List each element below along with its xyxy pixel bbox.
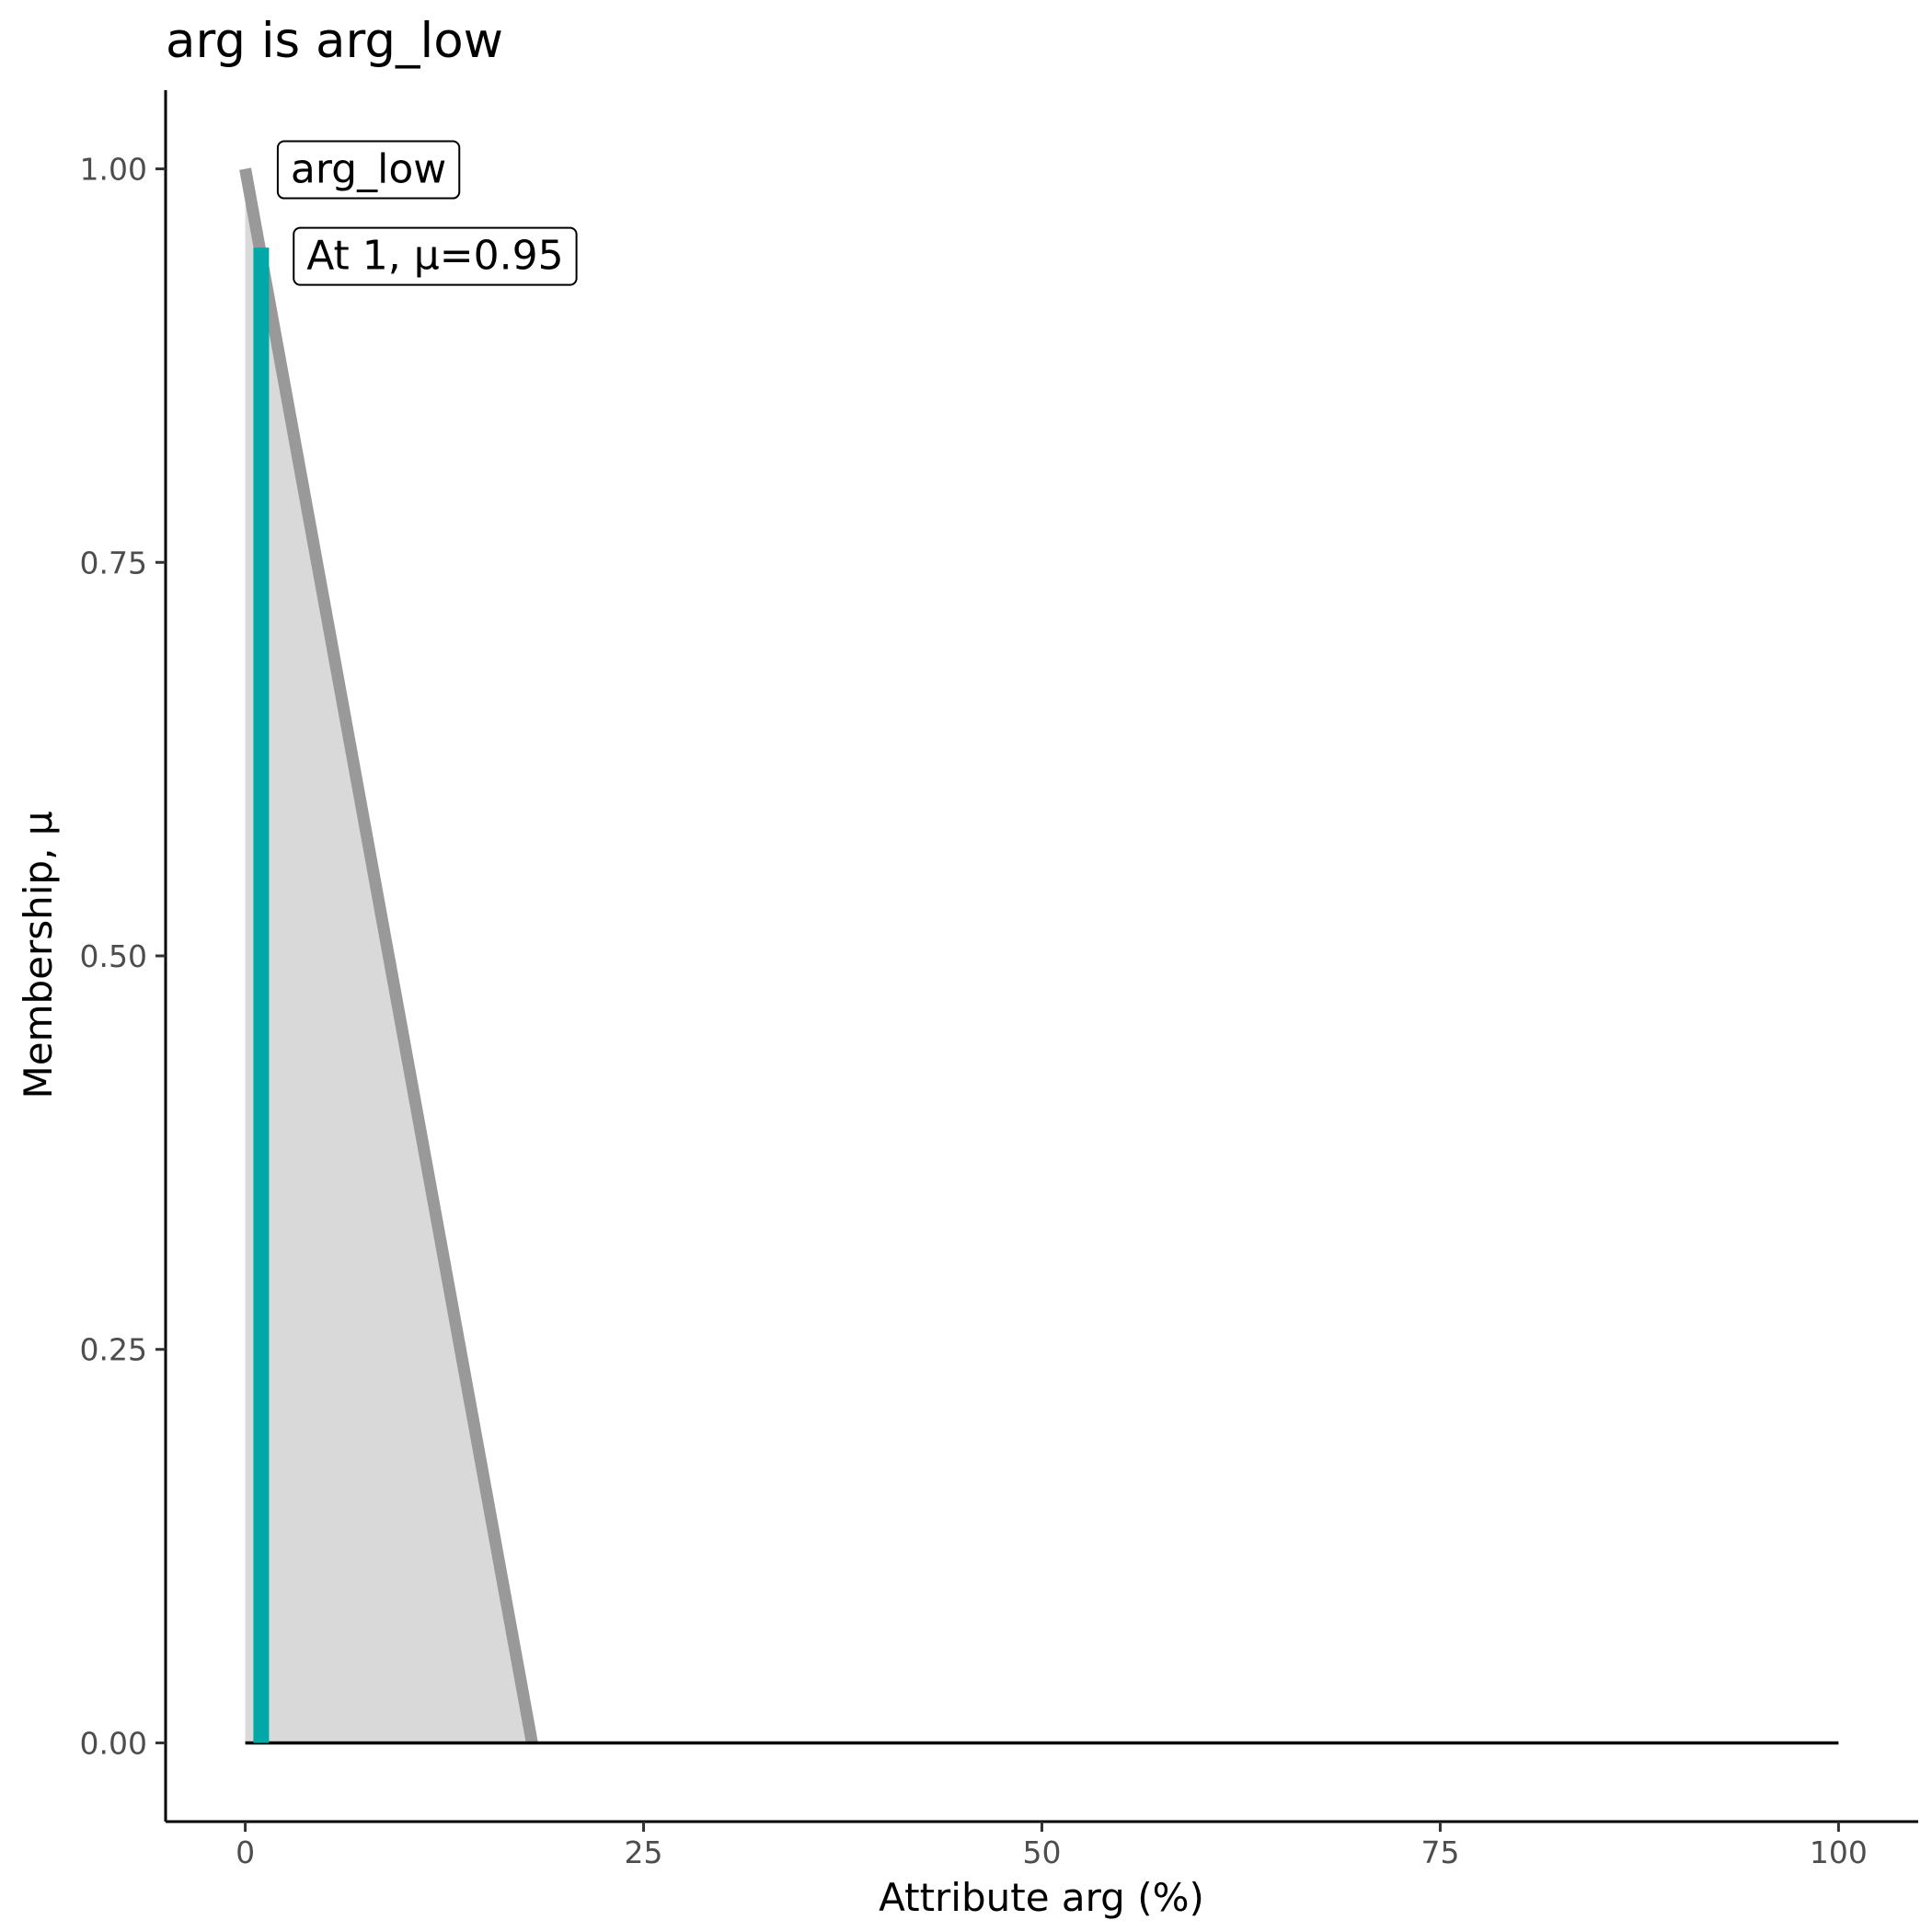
ticks: 0 25 50 75 100 0.00 0.25 0.50 0.75 1.00 [80,152,1868,1870]
set-label: arg_low [291,146,446,193]
x-tick-label: 75 [1420,1834,1459,1870]
x-tick-label: 100 [1810,1834,1868,1870]
x-tick-label: 25 [625,1834,663,1870]
y-axis-title: Membership, μ [16,811,61,1098]
x-tick-label: 50 [1023,1834,1062,1870]
y-tick-label: 1.00 [80,152,147,188]
plot-area [239,167,1839,1745]
membership-area [245,168,1839,1743]
set-label-box: arg_low [276,140,461,200]
y-tick-label: 0.75 [80,545,147,581]
annotations: arg_low At 1, μ=0.95 [276,140,578,286]
y-tick-label: 0.00 [80,1725,147,1761]
value-label-box: At 1, μ=0.95 [293,226,578,286]
membership-line [239,167,538,1744]
x-tick-label: 0 [236,1834,255,1870]
value-label: At 1, μ=0.95 [306,233,563,280]
chart-title: arg is arg_low [166,13,503,69]
y-tick-label: 0.50 [80,938,147,974]
x-axis-title: Attribute arg (%) [879,1875,1204,1920]
y-tick-label: 0.25 [80,1332,147,1368]
